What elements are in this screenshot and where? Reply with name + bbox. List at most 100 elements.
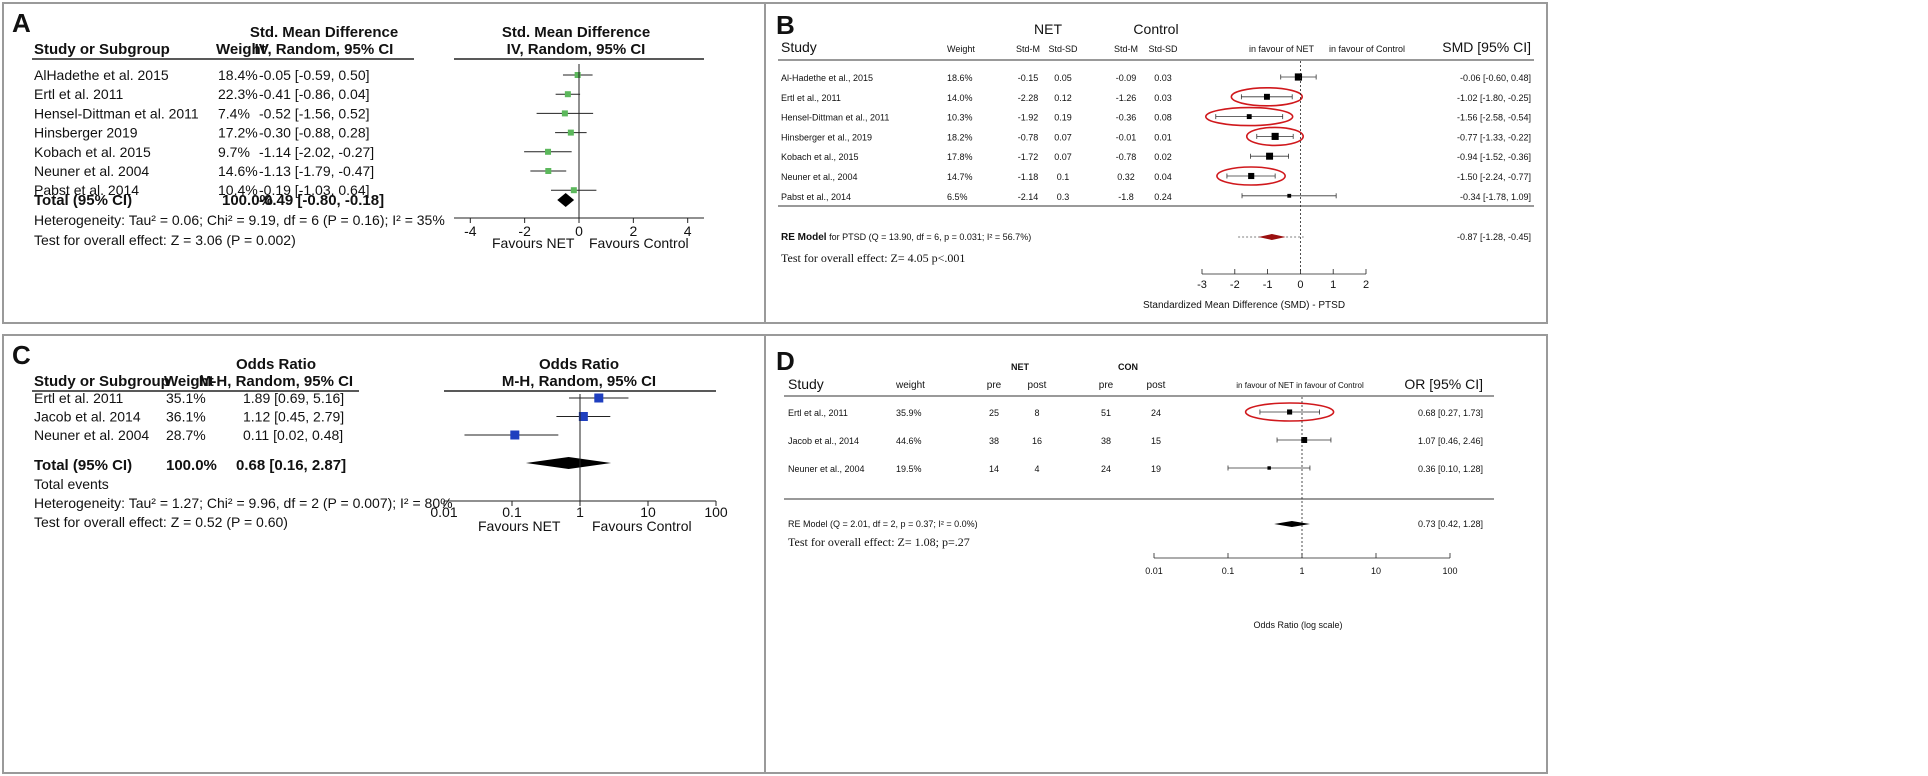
d-tick-label: 0.1 [1222,566,1235,576]
c-tick-label: 100 [704,504,728,520]
b-fav-control: in favour of Control [1329,44,1405,54]
a-study-name: AlHadethe et al. 2015 [34,67,169,83]
d-study-ci: 1.07 [0.46, 2.46] [1418,436,1483,446]
b-net-sd: 0.07 [1054,152,1072,162]
b-net-mean: -2.14 [1018,192,1039,202]
b-re-model-label: RE Model for PTSD (Q = 13.90, df = 6, p … [781,232,1031,243]
a-total-label: Total (95% CI) [34,192,132,209]
b-net-mean: -1.18 [1018,172,1039,182]
b-highlight-ellipse [1204,106,1294,127]
c-study-name: Jacob et al. 2014 [34,409,141,425]
a-study-name: Neuner et al. 2004 [34,163,149,179]
d-study-weight: 35.9% [896,408,922,418]
b-tick-label: -3 [1197,279,1207,291]
a-study-ci: -0.41 [-0.86, 0.04] [259,86,370,102]
c-tick-label: 10 [640,504,656,520]
a-tick-label: 4 [684,223,692,239]
d-group-net: NET [1011,362,1030,372]
b-study-name: Pabst et al., 2014 [781,192,851,202]
c-plot-header-or: Odds Ratio [539,356,619,373]
b-con-sd: 0.24 [1154,192,1172,202]
d-net-post: 16 [1032,436,1042,446]
b-study-marker [1248,172,1255,180]
a-heterogeneity: Heterogeneity: Tau² = 0.06; Chi² = 9.19,… [34,212,445,228]
d-overall-effect: Test for overall effect: Z= 1.08; p=.27 [788,535,970,549]
a-study-ci: -0.19 [-1.03, 0.64] [259,182,370,198]
b-study-weight: 18.2% [947,132,973,142]
d-col-net-pre: pre [987,380,1002,391]
b-net-mean: -0.15 [1018,73,1039,83]
a-favours-net: Favours NET [492,235,575,251]
d-fav-text: in favour of NET in favour of Control [1236,381,1364,390]
d-tick-label: 10 [1371,566,1381,576]
d-con-pre: 24 [1101,464,1111,474]
d-tick-label: 1 [1299,566,1304,576]
a-total-weight: 100.0% [222,192,273,209]
b-study-weight: 6.5% [947,192,968,202]
d-study-ci: 0.68 [0.27, 1.73] [1418,408,1483,418]
a-study-weight: 17.2% [218,125,258,141]
a-study-weight: 14.6% [218,163,258,179]
b-col-net-sd: Std-SD [1048,44,1078,54]
a-study-name: Kobach et al. 2015 [34,144,151,160]
b-group-control: Control [1133,21,1178,37]
a-study-weight: 7.4% [218,105,250,121]
d-col-con-pre: pre [1099,380,1114,391]
a-study-ci: -1.14 [-2.02, -0.27] [259,144,374,160]
d-con-post: 15 [1151,436,1161,446]
b-highlight-ellipse [1245,126,1304,147]
c-study-ci: 1.89 [0.69, 5.16] [243,390,344,406]
b-study-name: Neuner et al., 2004 [781,172,858,182]
a-study-weight: 9.7% [218,144,250,160]
a-col-weight: Weight [216,41,266,58]
c-total-events: Total events [34,476,109,492]
b-study-marker [1287,193,1292,198]
d-tick-label: 0.01 [1145,566,1163,576]
a-study-marker [564,91,571,98]
b-study-marker [1271,132,1279,140]
a-study-marker [574,72,581,78]
c-study-marker [578,412,588,421]
b-xlabel: Standardized Mean Difference (SMD) - PTS… [1143,300,1345,311]
c-favours-control: Favours Control [592,518,692,534]
b-study-ci: -1.50 [-2.24, -0.77] [1457,172,1531,182]
c-tick-label: 0.01 [430,504,457,520]
b-study-weight: 17.8% [947,152,973,162]
b-highlight-ellipse [1230,87,1303,107]
b-study-ci: -0.06 [-0.60, 0.48] [1460,73,1531,83]
d-study-marker [1287,409,1293,415]
b-col-ci: SMD [95% CI] [1442,39,1531,55]
a-study-ci: -1.13 [-1.79, -0.47] [259,163,374,179]
c-study-marker [594,393,604,403]
b-con-sd: 0.04 [1154,172,1172,182]
b-highlight-ellipse [1216,166,1286,186]
a-study-marker [545,148,552,155]
panel-b: B NET Control Study Weight Std-M Std-SD … [764,2,1548,324]
d-net-post: 4 [1034,464,1039,474]
d-re-diamond [1274,521,1310,527]
b-re-text: for PTSD (Q = 13.90, df = 6, p = 0.031; … [829,232,1031,242]
a-study-weight: 22.3% [218,86,258,102]
b-con-sd: 0.08 [1154,113,1172,123]
forest-plot-b: NET Control Study Weight Std-M Std-SD St… [778,21,1534,311]
b-study-name: Kobach et al., 2015 [781,152,859,162]
d-col-ci: OR [95% CI] [1404,376,1483,392]
c-plot-header-method: M-H, Random, 95% CI [502,373,656,390]
b-con-mean: -0.01 [1116,132,1137,142]
d-net-pre: 38 [989,436,999,446]
a-tick-label: -2 [518,223,531,239]
b-tick-label: -1 [1263,279,1273,291]
b-col-net-m: Std-M [1016,44,1040,54]
c-tick-label: 1 [576,504,584,520]
b-con-sd: 0.03 [1154,73,1172,83]
panel-d: D NET CON Study weight pre post pre post… [764,334,1548,774]
b-tick-label: -2 [1230,279,1240,291]
d-col-study: Study [788,376,824,392]
d-study-name: Jacob et al., 2014 [788,436,859,446]
b-study-ci: -1.56 [-2.58, -0.54] [1457,113,1531,123]
b-net-sd: 0.07 [1054,132,1072,142]
c-study-weight: 36.1% [166,409,206,425]
b-net-sd: 0.3 [1057,192,1070,202]
b-study-ci: -1.02 [-1.80, -0.25] [1457,93,1531,103]
d-re-ci: 0.73 [0.42, 1.28] [1418,519,1483,529]
